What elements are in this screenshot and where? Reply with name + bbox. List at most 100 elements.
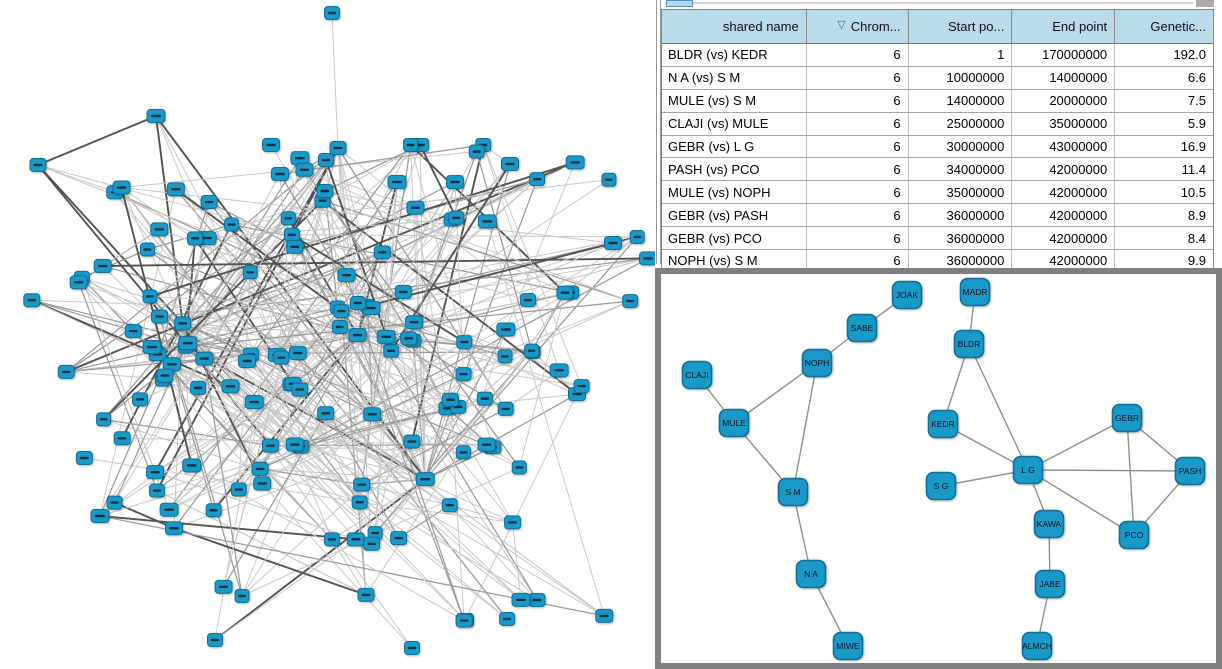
graph-node[interactable] bbox=[159, 502, 179, 517]
graph-node[interactable] bbox=[280, 211, 296, 226]
graph-node[interactable] bbox=[504, 515, 522, 530]
graph-edge[interactable] bbox=[246, 144, 412, 362]
graph-edge[interactable] bbox=[103, 418, 360, 503]
graph-edge[interactable] bbox=[412, 340, 582, 387]
graph-node-MULE[interactable]: MULE bbox=[718, 408, 750, 438]
graph-edge[interactable] bbox=[531, 292, 566, 351]
graph-edge[interactable] bbox=[505, 162, 576, 330]
graph-node[interactable] bbox=[363, 536, 381, 551]
graph-edge[interactable] bbox=[78, 282, 158, 491]
graph-node[interactable] bbox=[455, 613, 473, 628]
graph-node-KAWA[interactable]: KAWA bbox=[1033, 509, 1065, 539]
graph-node[interactable] bbox=[394, 285, 412, 300]
graph-edge[interactable] bbox=[162, 379, 301, 448]
graph-edge[interactable] bbox=[102, 228, 160, 267]
graph-edge[interactable] bbox=[340, 311, 367, 595]
graph-node[interactable] bbox=[595, 608, 614, 623]
graph-edge[interactable] bbox=[102, 265, 466, 621]
graph-edge[interactable] bbox=[185, 346, 522, 601]
graph-edge[interactable] bbox=[476, 151, 533, 351]
graph-node[interactable] bbox=[496, 322, 516, 337]
graph-node[interactable] bbox=[182, 458, 202, 473]
table-row[interactable]: MULE (vs) S M 6 14000000 20000000 7.5 bbox=[662, 89, 1213, 113]
graph-node[interactable] bbox=[404, 641, 420, 655]
graph-node[interactable] bbox=[400, 331, 418, 346]
graph-node[interactable] bbox=[273, 350, 290, 365]
overview-network-canvas[interactable] bbox=[0, 0, 655, 669]
graph-edge[interactable] bbox=[173, 527, 367, 596]
column-header-chrom-[interactable]: ▽ Chrom... bbox=[807, 10, 909, 43]
graph-node[interactable] bbox=[346, 532, 365, 547]
graph-node[interactable] bbox=[441, 498, 458, 513]
graph-edge[interactable] bbox=[203, 358, 243, 597]
graph-edge[interactable] bbox=[114, 501, 175, 530]
graph-node[interactable] bbox=[573, 379, 590, 394]
graph-edge[interactable] bbox=[424, 478, 538, 601]
graph-edge[interactable] bbox=[486, 221, 605, 617]
graph-node[interactable] bbox=[622, 294, 639, 309]
graph-node[interactable] bbox=[178, 336, 198, 351]
graph-edge[interactable] bbox=[294, 444, 426, 480]
graph-edge[interactable] bbox=[103, 147, 339, 420]
graph-edge[interactable] bbox=[114, 191, 342, 312]
graph-node[interactable] bbox=[251, 461, 269, 476]
graph-edge[interactable] bbox=[325, 412, 522, 601]
graph-edge[interactable] bbox=[31, 299, 342, 312]
graph-node[interactable] bbox=[295, 162, 314, 177]
graph-node[interactable] bbox=[132, 392, 149, 407]
graph-edge[interactable] bbox=[99, 323, 184, 517]
graph-node-GEBR[interactable]: GEBR bbox=[1111, 403, 1143, 433]
graph-edge[interactable] bbox=[341, 257, 649, 312]
graph-edge[interactable] bbox=[182, 323, 605, 617]
graph-node-BLDR[interactable]: BLDR bbox=[953, 329, 985, 359]
graph-edge[interactable] bbox=[114, 191, 302, 447]
graph-edge[interactable] bbox=[214, 538, 357, 641]
graph-node[interactable] bbox=[165, 521, 184, 536]
graph-edge[interactable] bbox=[324, 190, 631, 302]
graph-node[interactable] bbox=[363, 407, 382, 422]
graph-edge[interactable] bbox=[414, 207, 448, 409]
graph-node[interactable] bbox=[195, 351, 214, 366]
graph-edge[interactable] bbox=[253, 242, 614, 403]
graph-edge[interactable] bbox=[324, 190, 457, 219]
graph-node[interactable] bbox=[477, 214, 497, 229]
graph-node[interactable] bbox=[291, 382, 309, 397]
graph-edge[interactable] bbox=[361, 478, 426, 486]
graph-edge[interactable] bbox=[463, 341, 507, 410]
graph-edge[interactable] bbox=[157, 178, 538, 355]
graph-edge[interactable] bbox=[149, 161, 576, 298]
table-scroll-tab[interactable] bbox=[666, 0, 693, 7]
graph-node[interactable] bbox=[187, 231, 204, 246]
graph-node[interactable] bbox=[242, 265, 258, 280]
graph-edge[interactable] bbox=[246, 236, 638, 362]
graph-edge-LG-GEBR[interactable] bbox=[1027, 417, 1128, 471]
graph-node[interactable] bbox=[373, 245, 391, 260]
graph-edge-LG-PCO[interactable] bbox=[1027, 469, 1135, 536]
table-row[interactable]: NOPH (vs) S M 6 36000000 42000000 9.9 bbox=[662, 250, 1213, 272]
graph-node[interactable] bbox=[497, 401, 514, 416]
graph-edge[interactable] bbox=[162, 224, 233, 380]
graph-edge[interactable] bbox=[361, 408, 507, 486]
graph-node[interactable] bbox=[224, 217, 240, 232]
graph-node[interactable] bbox=[448, 210, 465, 225]
graph-node-LG[interactable]: L G bbox=[1012, 455, 1044, 485]
graph-node[interactable] bbox=[528, 593, 546, 607]
graph-edge[interactable] bbox=[276, 354, 426, 480]
graph-node[interactable] bbox=[166, 182, 185, 197]
graph-node[interactable] bbox=[318, 153, 334, 167]
graph-edge[interactable] bbox=[270, 300, 631, 447]
graph-edge[interactable] bbox=[367, 236, 638, 307]
graph-node-ALMCH[interactable]: ALMCH bbox=[1021, 631, 1053, 661]
overview-network-svg[interactable] bbox=[0, 0, 655, 669]
column-header-genetic-[interactable]: Genetic... bbox=[1115, 10, 1213, 43]
graph-edge[interactable] bbox=[238, 272, 251, 490]
graph-edge[interactable] bbox=[65, 161, 576, 373]
graph-node[interactable] bbox=[529, 172, 546, 187]
table-row[interactable]: GEBR (vs) L G 6 30000000 43000000 16.9 bbox=[662, 135, 1213, 159]
graph-edge[interactable] bbox=[325, 350, 392, 414]
column-header-end-point[interactable]: End point bbox=[1012, 10, 1116, 43]
graph-node-PASH[interactable]: PASH bbox=[1174, 456, 1206, 486]
graph-edge[interactable] bbox=[291, 233, 465, 343]
graph-node[interactable] bbox=[253, 476, 272, 491]
graph-edge[interactable] bbox=[194, 200, 323, 239]
